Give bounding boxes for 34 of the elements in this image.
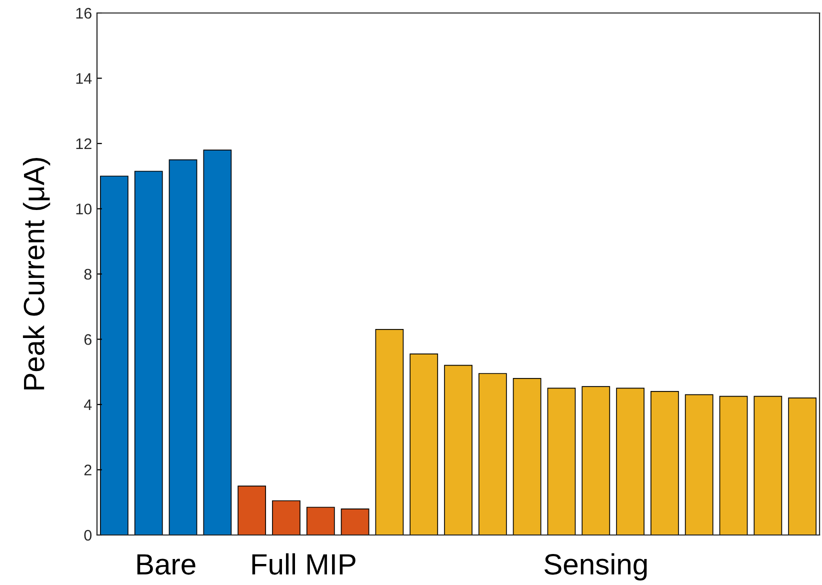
- bar: [134, 170, 163, 535]
- bar: [306, 506, 335, 535]
- y-tick-label: 2: [84, 464, 92, 476]
- y-axis-title: Peak Current (μA): [22, 158, 50, 390]
- bar: [100, 176, 128, 535]
- y-tick-label: 6: [84, 334, 92, 345]
- bar: [340, 508, 370, 535]
- bar: [238, 486, 266, 535]
- text: Full MIP: [252, 553, 356, 575]
- y-tick-label: 12: [76, 138, 92, 150]
- bar: [616, 388, 644, 535]
- bar: [203, 150, 232, 535]
- bar: [272, 500, 300, 535]
- y-tick-label: 16: [76, 8, 92, 19]
- bar: [684, 394, 714, 535]
- bar: [582, 386, 610, 535]
- bar: [478, 373, 507, 535]
- y-tick-label: 14: [76, 73, 92, 84]
- y-tick-label: 10: [76, 204, 92, 214]
- bar: [168, 159, 198, 535]
- bar: [444, 364, 472, 535]
- text: Sensing: [544, 553, 647, 580]
- y-tick-label: 4: [84, 400, 92, 410]
- bar: [754, 396, 782, 535]
- bar: [788, 398, 817, 535]
- y-tick-label: 0: [84, 530, 92, 541]
- bar: [512, 378, 542, 535]
- bar: [719, 396, 748, 535]
- bar: [410, 354, 438, 535]
- text: Bare: [137, 554, 196, 575]
- bar: [650, 391, 679, 535]
- bar: [375, 329, 404, 535]
- bar: [547, 388, 576, 535]
- y-tick-label: 8: [84, 268, 92, 280]
